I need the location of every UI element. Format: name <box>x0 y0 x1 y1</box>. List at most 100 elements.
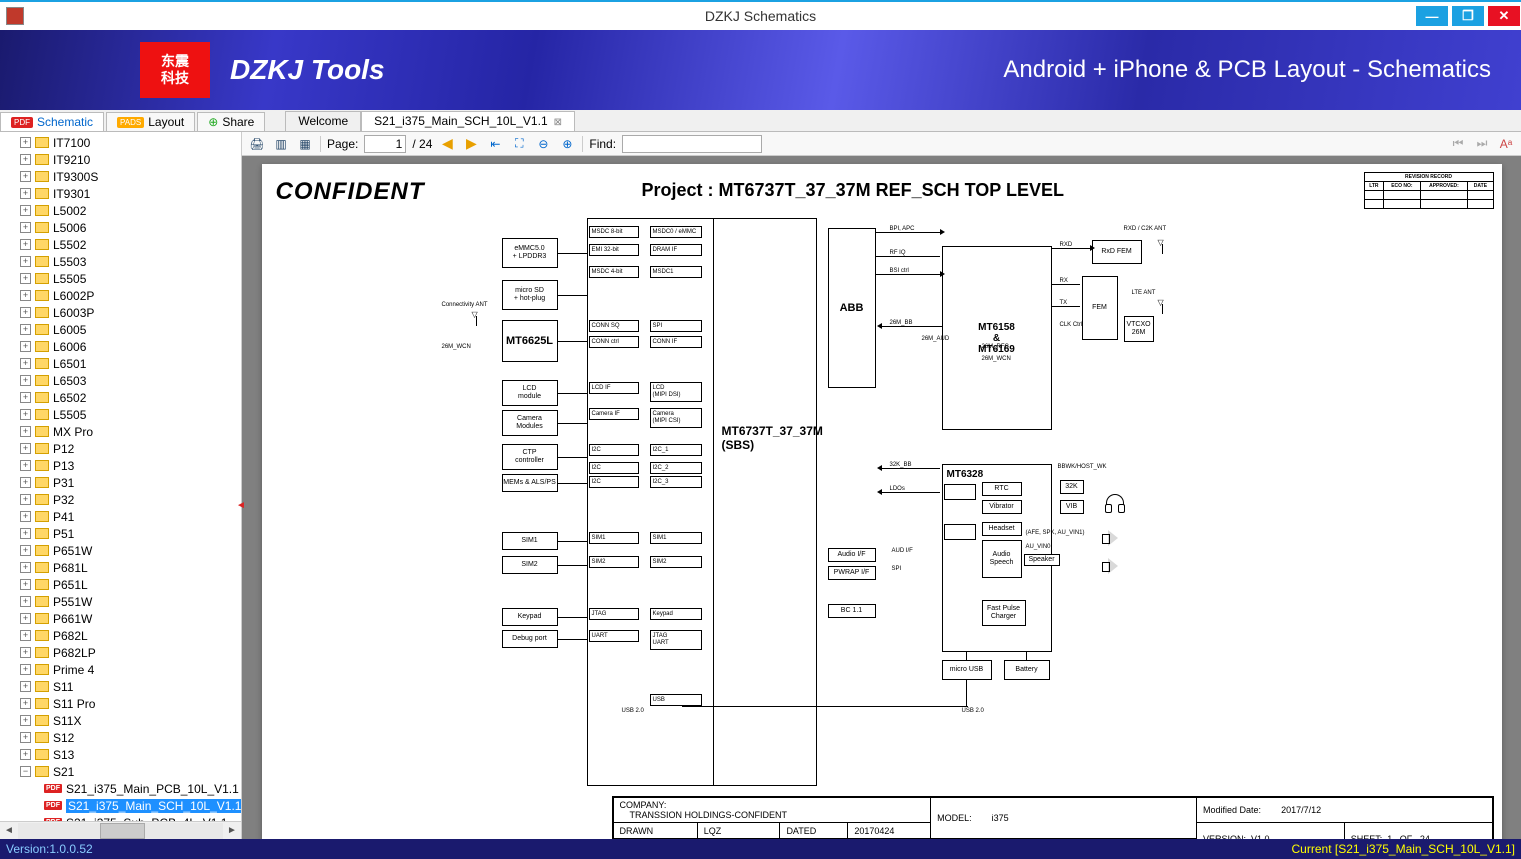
tree-file[interactable]: PDFS21_i375_Main_PCB_10L_V1.1 <box>0 780 241 797</box>
expand-icon[interactable]: + <box>20 494 31 505</box>
expand-icon[interactable]: + <box>20 307 31 318</box>
find-next-button[interactable]: ⏭ <box>1473 135 1491 153</box>
tree-folder[interactable]: +L5503 <box>0 253 241 270</box>
tree-folder[interactable]: +S13 <box>0 746 241 763</box>
zoom-in-button[interactable]: ⊕ <box>558 135 576 153</box>
doctab-welcome[interactable]: Welcome <box>285 111 361 131</box>
expand-icon[interactable]: + <box>20 239 31 250</box>
tree-folder[interactable]: +S11 <box>0 678 241 695</box>
scroll-right-icon[interactable]: ► <box>223 825 241 836</box>
scroll-track[interactable] <box>18 823 223 839</box>
tree-folder[interactable]: +L5505 <box>0 406 241 423</box>
tree-folder[interactable]: +P661W <box>0 610 241 627</box>
expand-icon[interactable]: + <box>20 579 31 590</box>
close-button[interactable]: ✕ <box>1487 5 1521 27</box>
tree-folder[interactable]: +S11X <box>0 712 241 729</box>
tree-folder[interactable]: +S11 Pro <box>0 695 241 712</box>
doctab-current[interactable]: S21_i375_Main_SCH_10L_V1.1⊠ <box>361 111 575 131</box>
expand-icon[interactable]: + <box>20 324 31 335</box>
expand-icon[interactable]: + <box>20 681 31 692</box>
text-style-button[interactable]: Aᵃ <box>1497 135 1515 153</box>
tree-folder[interactable]: +P13 <box>0 457 241 474</box>
expand-icon[interactable]: + <box>20 647 31 658</box>
find-prev-button[interactable]: ⏮ <box>1449 135 1467 153</box>
tree-folder[interactable]: +L5002 <box>0 202 241 219</box>
tab-layout[interactable]: PADSLayout <box>106 112 195 131</box>
tab-share[interactable]: ⊕Share <box>197 112 265 131</box>
tree-folder[interactable]: +P31 <box>0 474 241 491</box>
tree-folder-expanded[interactable]: −S21 <box>0 763 241 780</box>
fit-page-button[interactable]: ⛶ <box>510 135 528 153</box>
expand-icon[interactable]: + <box>20 154 31 165</box>
maximize-button[interactable]: ❐ <box>1451 5 1485 27</box>
expand-icon[interactable]: + <box>20 171 31 182</box>
tree-folder[interactable]: +P681L <box>0 559 241 576</box>
tree-folder[interactable]: +P32 <box>0 491 241 508</box>
expand-icon[interactable]: + <box>20 222 31 233</box>
expand-icon[interactable]: + <box>20 341 31 352</box>
expand-icon[interactable]: + <box>20 137 31 148</box>
expand-icon[interactable]: + <box>20 477 31 488</box>
tree-folder[interactable]: +IT9210 <box>0 151 241 168</box>
expand-icon[interactable]: + <box>20 511 31 522</box>
scroll-left-icon[interactable]: ◄ <box>0 825 18 836</box>
tree-folder[interactable]: +L6501 <box>0 355 241 372</box>
scroll-thumb[interactable] <box>100 823 145 839</box>
expand-icon[interactable]: + <box>20 749 31 760</box>
tree-folder[interactable]: +IT9301 <box>0 185 241 202</box>
tree-folder[interactable]: +L6503 <box>0 372 241 389</box>
print-button[interactable]: 🖨 <box>248 135 266 153</box>
expand-icon[interactable]: + <box>20 205 31 216</box>
page-layout-button[interactable]: ▥ <box>272 135 290 153</box>
expand-icon[interactable]: + <box>20 375 31 386</box>
tree-file[interactable]: PDFS21_i375_Sub_PCB_4L_V1.1 <box>0 814 241 821</box>
expand-icon[interactable]: + <box>20 664 31 675</box>
next-page-button[interactable]: ▶ <box>462 135 480 153</box>
expand-icon[interactable]: + <box>20 358 31 369</box>
expand-icon[interactable]: + <box>20 715 31 726</box>
expand-icon[interactable]: + <box>20 273 31 284</box>
tab-schematic[interactable]: PDFSchematic <box>0 112 104 131</box>
expand-icon[interactable]: + <box>20 290 31 301</box>
splitter-handle[interactable]: ◄ <box>237 486 245 526</box>
expand-icon[interactable]: + <box>20 698 31 709</box>
minimize-button[interactable]: — <box>1415 5 1449 27</box>
tree-folder[interactable]: +L5502 <box>0 236 241 253</box>
expand-icon[interactable]: + <box>20 460 31 471</box>
tree-folder[interactable]: +L6005 <box>0 321 241 338</box>
sidebar-scrollbar[interactable]: ◄ ► <box>0 821 241 839</box>
prev-page-button[interactable]: ◀ <box>438 135 456 153</box>
page-input[interactable] <box>364 135 406 153</box>
expand-icon[interactable]: + <box>20 528 31 539</box>
tree-folder[interactable]: +S12 <box>0 729 241 746</box>
expand-icon[interactable]: + <box>20 443 31 454</box>
tree-file[interactable]: PDFS21_i375_Main_SCH_10L_V1.1 <box>0 797 241 814</box>
expand-icon[interactable]: + <box>20 630 31 641</box>
expand-icon[interactable]: + <box>20 188 31 199</box>
tree-folder[interactable]: +P651L <box>0 576 241 593</box>
expand-icon[interactable]: + <box>20 613 31 624</box>
tree-folder[interactable]: +P682LP <box>0 644 241 661</box>
tree-folder[interactable]: +L6502 <box>0 389 241 406</box>
tree-folder[interactable]: +Prime 4 <box>0 661 241 678</box>
tree-folder[interactable]: +IT9300S <box>0 168 241 185</box>
tree-folder[interactable]: +L5006 <box>0 219 241 236</box>
tree-folder[interactable]: +P51 <box>0 525 241 542</box>
expand-icon[interactable]: + <box>20 256 31 267</box>
tree-folder[interactable]: +L6003P <box>0 304 241 321</box>
tree-folder[interactable]: +L6006 <box>0 338 241 355</box>
multi-page-button[interactable]: ▦ <box>296 135 314 153</box>
expand-icon[interactable]: + <box>20 426 31 437</box>
tree-folder[interactable]: +MX Pro <box>0 423 241 440</box>
expand-icon[interactable]: + <box>20 562 31 573</box>
close-icon[interactable]: ⊠ <box>554 117 562 128</box>
expand-icon[interactable]: + <box>20 409 31 420</box>
tree-folder[interactable]: +L6002P <box>0 287 241 304</box>
find-input[interactable] <box>622 135 762 153</box>
tree-folder[interactable]: +P682L <box>0 627 241 644</box>
expand-icon[interactable]: + <box>20 392 31 403</box>
tree-folder[interactable]: +P12 <box>0 440 241 457</box>
expand-icon[interactable]: + <box>20 732 31 743</box>
tree-folder[interactable]: +P41 <box>0 508 241 525</box>
zoom-out-button[interactable]: ⊖ <box>534 135 552 153</box>
